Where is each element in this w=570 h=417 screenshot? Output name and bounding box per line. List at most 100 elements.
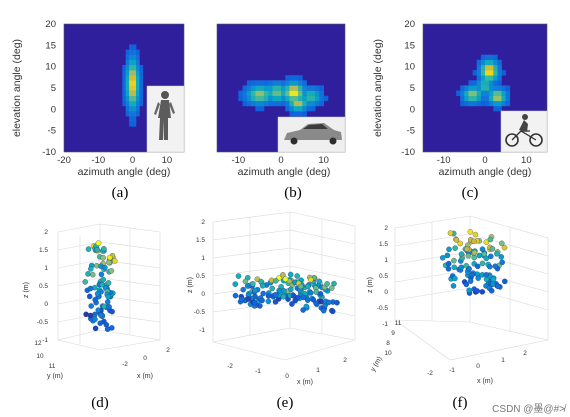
scatter-point [479, 246, 486, 252]
heatmap-cell [272, 100, 278, 107]
heatmap-b-ticks: -10 0 10 [231, 155, 328, 166]
heatmap-cell [289, 111, 295, 117]
heatmap-cell [298, 111, 303, 117]
heatmap-cell [315, 90, 320, 96]
scatter-point [490, 276, 497, 283]
scatter-point [97, 320, 103, 326]
heatmap-cell [298, 100, 303, 107]
heatmap-cell [132, 121, 137, 127]
heatmap-cell [129, 121, 133, 127]
x-tick-label: 10 [162, 155, 173, 166]
heatmap-cell [255, 95, 260, 102]
heatmap-cell [129, 44, 133, 50]
heatmap-cell [136, 70, 140, 76]
scatter-point [444, 252, 451, 259]
heatmap-cell [242, 90, 248, 96]
heatmap-cell [132, 70, 137, 76]
heatmap-cell [136, 105, 140, 112]
heatmap-cell [259, 85, 265, 91]
heatmap-cell [125, 111, 130, 117]
heatmap-cell [132, 49, 137, 55]
heatmap-cell [289, 100, 295, 107]
y-tick-label: 10 [36, 353, 44, 360]
heatmap-cell [302, 111, 307, 117]
heatmap-cell [298, 95, 303, 102]
scatter-point [313, 300, 319, 306]
heatmap-cell [255, 85, 260, 91]
heatmap-cell [293, 105, 299, 112]
x-tick-label: -2 [227, 363, 233, 370]
scatter3d-d-box [57, 223, 161, 351]
heatmap-cell [281, 80, 286, 86]
heatmap-cell [472, 70, 477, 76]
scatter-point [329, 307, 335, 314]
x-tick-label: 2 [166, 347, 170, 354]
heatmap-cell [315, 100, 320, 107]
heatmap-cell [132, 90, 137, 96]
x-tick-label: -1 [255, 368, 261, 375]
y-tick-label: 10 [404, 62, 415, 73]
scatter-point [471, 249, 478, 256]
heatmap-cell [306, 90, 312, 96]
scatter-point [250, 281, 256, 287]
scatter-point [479, 260, 486, 267]
x-tick-label: 2 [343, 357, 347, 364]
heatmap-cell [129, 116, 133, 122]
y-tick-label: 0 [410, 104, 415, 115]
scatter-point [467, 229, 474, 235]
caption-e: (e) [277, 395, 294, 411]
heatmap-cell [276, 95, 282, 102]
x-tick-label: 0 [482, 155, 487, 166]
heatmap-cell [129, 54, 133, 61]
heatmap-cell [132, 80, 137, 86]
heatmap-cell [132, 44, 137, 50]
heatmap-cell [497, 85, 502, 91]
heatmap-cell [285, 85, 290, 91]
heatmap-cell [505, 95, 511, 102]
scatter-point [499, 259, 505, 266]
scatter-point [101, 246, 107, 252]
heatmap-cell [259, 80, 265, 86]
heatmap-c-xlabel: azimuth angle (deg) [439, 166, 532, 178]
heatmap-cell [136, 85, 140, 91]
heatmap-c-cells [456, 54, 511, 112]
scatter-point [86, 293, 93, 300]
scatter-point [300, 294, 307, 301]
x-tick-label: 10 [318, 155, 329, 166]
heatmap-cell [139, 80, 144, 86]
scatter-point [452, 245, 458, 251]
scatter-point [488, 287, 495, 294]
scatter3d-f-xlabel: x (m) [477, 378, 493, 385]
z-tick-label: 2 [384, 225, 388, 232]
heatmap-cell [497, 80, 502, 86]
heatmap-cell [255, 80, 260, 86]
heatmap-cell [298, 105, 303, 112]
heatmap-cell [289, 95, 295, 102]
heatmap-cell [285, 75, 290, 81]
heatmap-cell [497, 90, 502, 96]
heatmap-cell [251, 95, 256, 102]
scatter-point [471, 238, 477, 245]
scatter-point [490, 281, 496, 287]
z-tick-label: 1.5 [379, 241, 388, 248]
heatmap-b-cells [238, 75, 329, 117]
heatmap-cell [489, 59, 494, 66]
heatmap-cell [281, 85, 286, 91]
x-tick-label: -10 [91, 155, 105, 166]
heatmap-cell [480, 65, 486, 71]
heatmap-cell [285, 95, 290, 102]
z-tick-label: 0 [201, 291, 205, 298]
heatmap-cell [476, 59, 482, 66]
heatmap-cell [489, 54, 494, 61]
heatmap-cell [505, 85, 511, 91]
heatmap-cell [298, 90, 303, 96]
scatter-point [457, 240, 464, 247]
heatmap-cell [139, 90, 144, 96]
heatmap-cell [493, 95, 498, 102]
heatmap-cell [276, 100, 282, 107]
heatmap-cell [251, 90, 256, 96]
heatmap-cell [472, 80, 477, 86]
heatmap-cell [501, 95, 506, 102]
heatmap-cell [501, 90, 506, 96]
